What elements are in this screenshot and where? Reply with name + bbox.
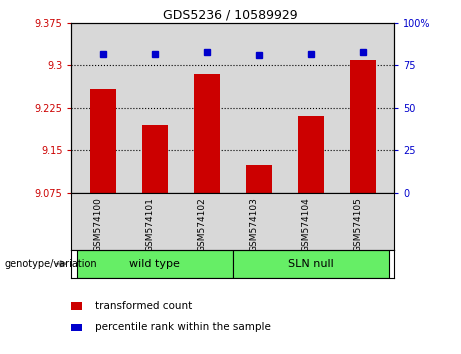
Text: GDS5236 / 10589929: GDS5236 / 10589929 xyxy=(163,9,298,22)
Bar xyxy=(194,74,220,193)
Bar xyxy=(90,89,116,193)
Bar xyxy=(298,116,324,193)
Text: GSM574101: GSM574101 xyxy=(146,198,155,252)
Text: GSM574100: GSM574100 xyxy=(94,198,103,252)
Bar xyxy=(350,60,376,193)
Text: GSM574103: GSM574103 xyxy=(250,198,259,252)
Text: genotype/variation: genotype/variation xyxy=(5,259,97,269)
Text: SLN null: SLN null xyxy=(288,259,334,269)
Text: wild type: wild type xyxy=(129,259,180,269)
Text: GSM574104: GSM574104 xyxy=(302,198,311,252)
Text: transformed count: transformed count xyxy=(95,301,192,311)
Text: GSM574102: GSM574102 xyxy=(198,198,207,252)
Bar xyxy=(246,165,272,193)
Bar xyxy=(77,250,233,278)
Bar xyxy=(233,250,389,278)
Text: GSM574105: GSM574105 xyxy=(354,198,363,252)
Bar xyxy=(142,125,168,193)
Text: percentile rank within the sample: percentile rank within the sample xyxy=(95,322,271,332)
